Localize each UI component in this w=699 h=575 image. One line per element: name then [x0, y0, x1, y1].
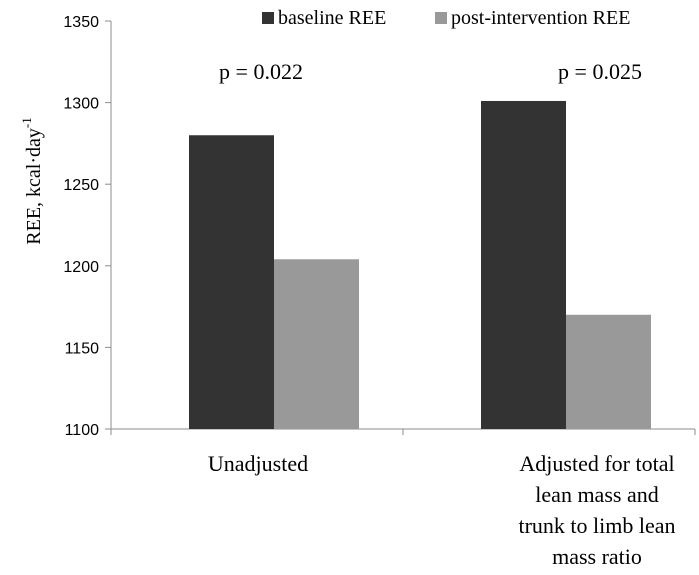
y-tick-label: 1350 [63, 14, 99, 31]
bars [189, 100, 651, 430]
legend-swatch [262, 12, 274, 24]
y-axis: 1100 1150 1200 1250 1300 1350 [63, 14, 696, 439]
legend: baseline REE post-intervention REE [262, 7, 630, 29]
p-value-label: p = 0.025 [558, 59, 642, 84]
y-tick-label: 1200 [63, 259, 99, 276]
p-value-annotations: p = 0.022 p = 0.025 [219, 59, 642, 84]
x-category-label: trunk to limb lean [518, 513, 675, 538]
x-axis-category-labels: Unadjusted Adjusted for total lean mass an… [208, 451, 676, 569]
legend-label: post-intervention REE [451, 7, 630, 29]
x-category-label: Unadjusted [208, 451, 308, 476]
p-value-label: p = 0.022 [219, 59, 303, 84]
bar-baseline-unadjusted [189, 135, 274, 430]
y-tick-label: 1300 [63, 96, 99, 113]
y-tick-label: 1150 [65, 340, 100, 357]
y-tick-label: 1100 [65, 422, 100, 439]
y-axis-label: REE, kcal·day-1 [19, 117, 45, 244]
y-axis-label-superscript: -1 [19, 117, 34, 128]
y-axis-label-text: REE, kcal·day [23, 128, 45, 245]
bar-baseline-adjusted [481, 100, 566, 429]
x-category-label: mass ratio [552, 544, 642, 569]
legend-label: baseline REE [278, 7, 386, 29]
y-tick-label: 1250 [63, 177, 99, 194]
bar-post-intervention-adjusted [566, 314, 651, 429]
bar-post-intervention-unadjusted [274, 259, 359, 429]
x-category-label: Adjusted for total [519, 451, 674, 476]
legend-swatch [435, 12, 447, 24]
x-category-label: lean mass and [535, 482, 658, 507]
